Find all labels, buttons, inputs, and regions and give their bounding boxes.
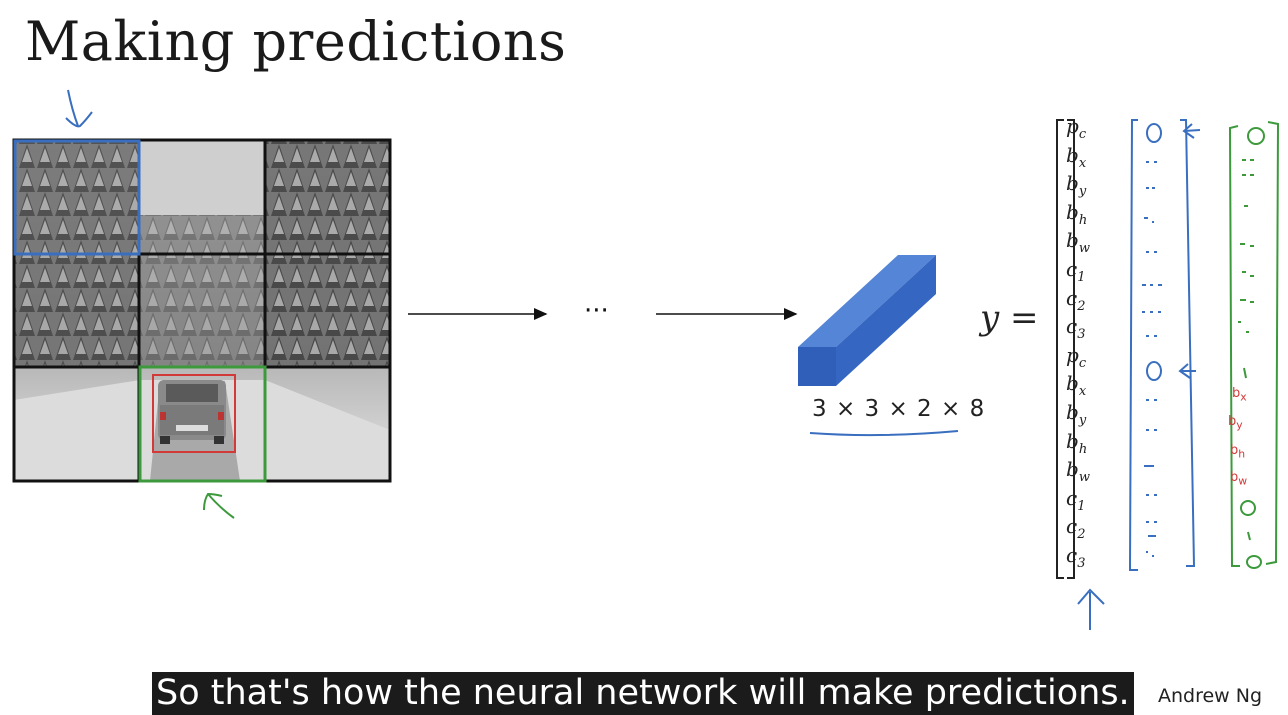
y-vector-entry: c3	[1066, 545, 1085, 570]
y-vector-entry-subscript: 1	[1077, 498, 1086, 514]
y-vector-entry-subscript: x	[1078, 384, 1087, 400]
y-vector-entry-base: b	[1066, 428, 1079, 453]
shape-underline	[809, 430, 959, 437]
y-vector-entry-subscript: w	[1078, 241, 1090, 257]
y-vector-entry-subscript: 2	[1077, 298, 1086, 314]
y-vector-entry: c1	[1066, 259, 1085, 284]
y-vector-entry: bx	[1066, 145, 1086, 170]
y-vector-entry-base: b	[1066, 142, 1079, 167]
y-vector-entry: bw	[1066, 230, 1090, 255]
blue-pointer-arrow-icon	[65, 89, 93, 128]
y-vector-entry-subscript: c	[1078, 127, 1087, 142]
slide-title: Making predictions	[25, 10, 567, 73]
green-handwritten-bh: bh	[1230, 443, 1246, 461]
y-vector-entry-base: b	[1066, 371, 1079, 396]
y-vector-left-bracket	[1056, 119, 1064, 579]
y-vector-entry-subscript: y	[1078, 413, 1087, 428]
y-vector-entry-base: b	[1066, 171, 1079, 196]
y-vector-entry-base: b	[1066, 228, 1079, 253]
y-vector-entry: by	[1066, 402, 1086, 427]
y-vector-entry: bx	[1066, 373, 1086, 398]
green-pointer-arrow-icon	[203, 492, 235, 519]
subtitle-caption: So that's how the neural network will ma…	[152, 672, 1134, 715]
y-vector-entry: c1	[1066, 488, 1085, 513]
y-vector-entry-base: b	[1066, 199, 1079, 224]
author-label: Andrew Ng	[1158, 685, 1263, 707]
y-vector-entry-base: b	[1066, 400, 1079, 424]
y-vector-entry: c3	[1066, 316, 1085, 341]
y-vector-entry-base: c	[1066, 543, 1078, 567]
y-vector-entry: c2	[1066, 288, 1085, 313]
green-handwritten-vector	[1228, 121, 1280, 569]
ellipsis: ···	[584, 296, 609, 326]
car	[158, 380, 226, 444]
y-vector-entry-base: c	[1066, 257, 1078, 281]
blue-handwritten-vector	[1128, 119, 1201, 571]
y-vector-entry: pc	[1066, 116, 1086, 141]
y-vector-entry: by	[1066, 173, 1086, 198]
y-vector-entry-subscript: 1	[1077, 270, 1086, 285]
red-bounding-box	[152, 374, 236, 453]
y-vector-entry: pc	[1066, 345, 1086, 370]
y-vector-right-bracket	[1067, 119, 1075, 579]
y-vector-entry: bw	[1066, 459, 1090, 484]
y-vector-entry: bh	[1066, 202, 1087, 227]
y-vector-entry-base: c	[1066, 314, 1078, 339]
y-equals-label: y =	[980, 298, 1039, 338]
green-handwritten-bx: bx	[1232, 386, 1247, 404]
y-vector-entry-subscript: 3	[1077, 327, 1086, 343]
blue-grid-cell-highlight	[13, 139, 141, 256]
output-shape-label: 3 × 3 × 2 × 8	[812, 396, 986, 422]
y-vector-entry-subscript: h	[1078, 212, 1088, 228]
y-vector-entry-subscript: h	[1078, 441, 1088, 457]
y-vector-entry-subscript: 3	[1077, 556, 1086, 571]
y-vector-entry: bh	[1066, 431, 1087, 456]
output-volume-prism	[798, 255, 936, 386]
road-photo	[12, 138, 392, 483]
y-vector-entry-base: b	[1066, 457, 1079, 482]
y-vector-entry-subscript: c	[1078, 355, 1087, 371]
y-vector-entry-base: p	[1066, 114, 1079, 138]
y-vector-entry-subscript: 2	[1077, 527, 1086, 543]
y-vector-entry-subscript: w	[1078, 470, 1090, 486]
y-vector-entry-base: p	[1066, 342, 1079, 367]
y-vector-entry-subscript: x	[1078, 155, 1087, 171]
y-vector-entry-base: c	[1066, 285, 1078, 310]
y-vector-entry: c2	[1066, 516, 1085, 541]
y-vector-entry-base: c	[1066, 514, 1078, 539]
green-handwritten-bw: bw	[1230, 470, 1248, 488]
green-handwritten-by: by	[1228, 414, 1243, 432]
blue-up-arrow-icon	[1077, 588, 1105, 630]
y-vector-entry-subscript: y	[1078, 184, 1087, 200]
y-vector-entry-base: c	[1066, 485, 1078, 510]
green-grid-cell-highlight	[138, 365, 267, 483]
